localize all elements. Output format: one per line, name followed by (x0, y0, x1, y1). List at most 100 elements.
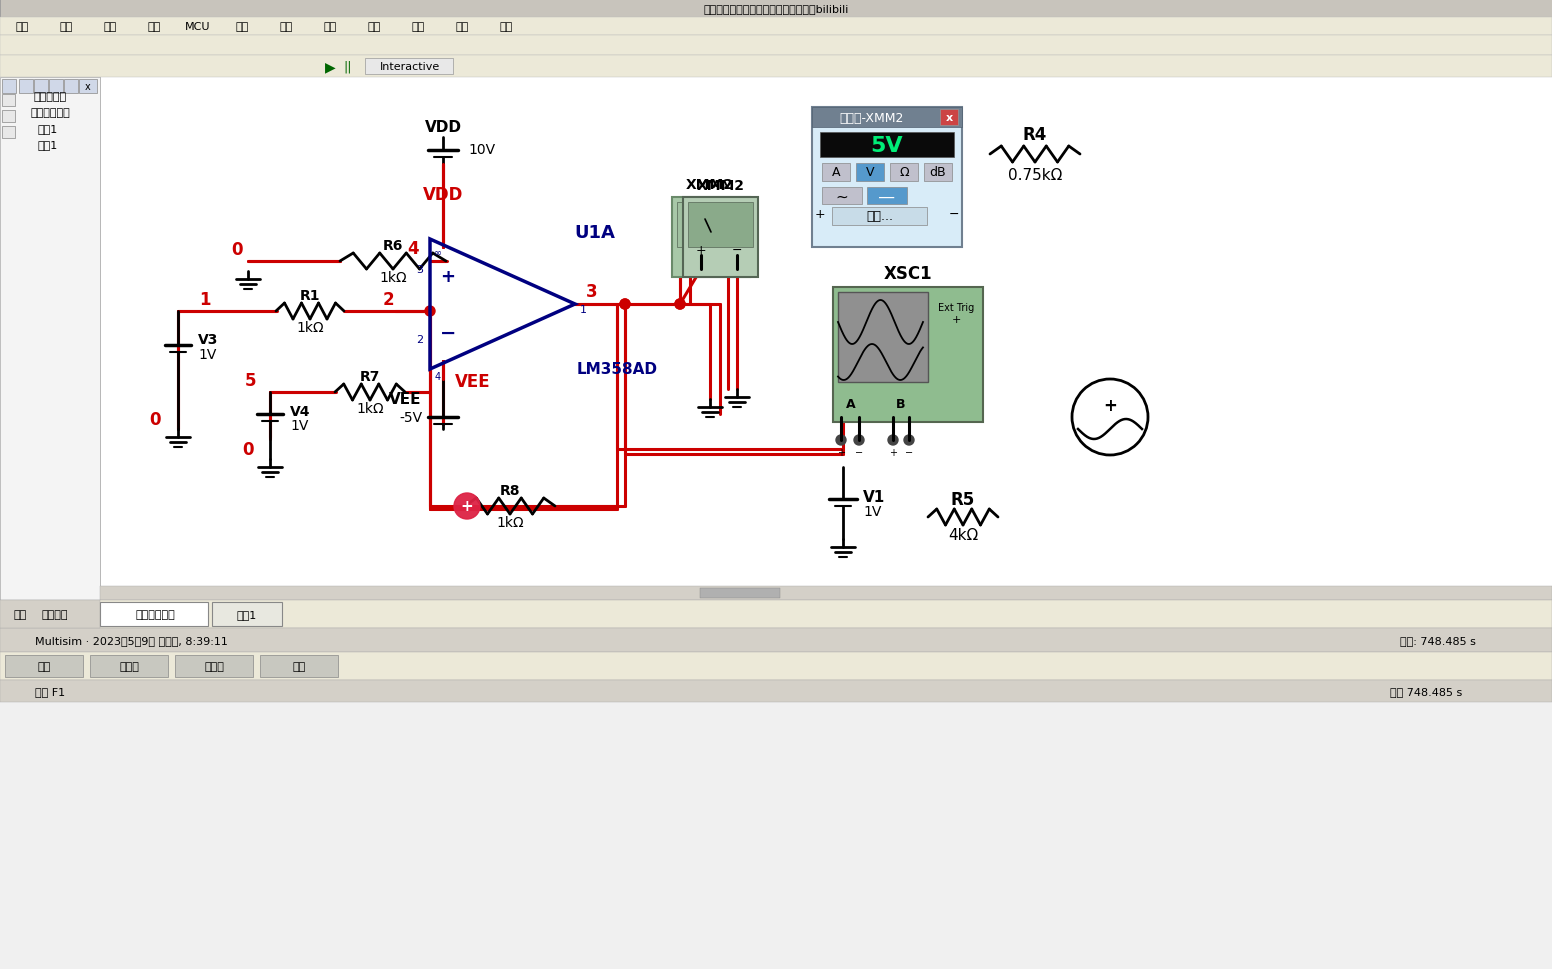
Text: R1: R1 (300, 289, 320, 302)
Text: ∞: ∞ (435, 248, 442, 258)
Text: 帮助: 帮助 (500, 22, 512, 32)
Text: VDD: VDD (422, 186, 462, 203)
Text: 0: 0 (149, 411, 161, 428)
Text: −: − (731, 243, 742, 256)
Text: 网络: 网络 (37, 661, 51, 672)
Bar (833, 288, 982, 422)
Text: ∼: ∼ (835, 189, 849, 204)
Text: 10V: 10V (469, 142, 495, 157)
Bar (64, 79, 78, 94)
Circle shape (723, 265, 733, 275)
Bar (0, 18, 1552, 36)
Bar (683, 198, 757, 278)
Text: 视图: 视图 (14, 610, 26, 619)
Text: −: − (439, 324, 456, 342)
Bar (889, 164, 917, 182)
Text: ―: ― (880, 189, 894, 204)
Text: 仿真: 仿真 (292, 661, 306, 672)
Text: 0: 0 (231, 240, 242, 259)
Text: 转移: 转移 (279, 22, 293, 32)
Text: 视图: 视图 (104, 22, 116, 32)
Text: 0: 0 (242, 441, 253, 458)
Text: 文件: 文件 (16, 22, 28, 32)
Text: 1V: 1V (290, 419, 309, 432)
Text: 放置: 放置 (147, 22, 160, 32)
Text: B: B (896, 398, 906, 411)
Text: A: A (832, 167, 840, 179)
Text: ||: || (343, 60, 352, 74)
Circle shape (425, 306, 435, 317)
Bar (0, 78, 99, 608)
Text: 相比例运放: 相比例运放 (34, 92, 67, 102)
Circle shape (455, 493, 480, 519)
Text: 3: 3 (587, 283, 598, 300)
Text: Multisim · 2023年5月9日 星期二, 8:39:11: Multisim · 2023年5月9日 星期二, 8:39:11 (36, 636, 228, 645)
Text: Ext Trig: Ext Trig (937, 302, 975, 313)
Text: LM358AD: LM358AD (576, 362, 658, 377)
Circle shape (854, 435, 864, 446)
Bar (832, 207, 927, 226)
Text: 项目视图: 项目视图 (42, 610, 68, 619)
Text: +: + (684, 243, 695, 256)
Text: XSC1: XSC1 (883, 265, 933, 283)
Bar (19, 79, 33, 94)
Text: dB: dB (930, 167, 947, 179)
Text: 1kΩ: 1kΩ (296, 321, 324, 334)
Text: x: x (945, 112, 953, 123)
Bar (0, 0, 1552, 18)
Bar (812, 108, 962, 248)
Text: +: + (441, 267, 455, 286)
Text: 反相比例运放: 反相比例运放 (135, 610, 175, 619)
Bar (5, 655, 82, 677)
Text: 1V: 1V (863, 505, 882, 518)
Text: 选项: 选项 (411, 22, 425, 32)
Text: 1kΩ: 1kΩ (379, 270, 407, 285)
Text: x: x (85, 82, 92, 92)
Text: 5V: 5V (871, 136, 903, 156)
Text: V3: V3 (199, 332, 219, 347)
Text: A: A (846, 398, 855, 411)
Text: VEE: VEE (455, 373, 490, 391)
Circle shape (903, 435, 914, 446)
Circle shape (733, 265, 742, 275)
Text: 编辑: 编辑 (59, 22, 73, 32)
Text: VEE: VEE (388, 392, 421, 407)
Bar (261, 655, 338, 677)
Bar (79, 79, 98, 94)
Text: R5: R5 (951, 490, 975, 509)
Bar (941, 109, 958, 126)
Text: 按投 F1: 按投 F1 (36, 686, 65, 697)
Bar (0, 601, 99, 628)
Text: V1: V1 (863, 490, 885, 505)
Text: 传递: 748.485 s: 传递: 748.485 s (1400, 636, 1476, 645)
Circle shape (837, 435, 846, 446)
Circle shape (695, 265, 706, 275)
Bar (50, 79, 64, 94)
Text: −: − (855, 448, 863, 457)
Bar (868, 188, 906, 204)
Text: −: − (948, 207, 959, 220)
Text: V: V (866, 167, 874, 179)
Bar (2, 95, 16, 107)
Bar (823, 188, 861, 204)
Bar (0, 628, 1552, 652)
Bar (688, 203, 753, 248)
Text: 3: 3 (416, 265, 424, 275)
Text: R6: R6 (383, 238, 404, 253)
Text: R7: R7 (360, 369, 380, 384)
Bar (2, 79, 16, 94)
Text: 4: 4 (407, 239, 419, 258)
Bar (819, 133, 954, 158)
Bar (0, 36, 1552, 56)
Bar (0, 601, 1552, 628)
Bar (2, 110, 16, 123)
Bar (838, 293, 928, 383)
Text: 窗口: 窗口 (455, 22, 469, 32)
Text: 意调度: 意调度 (203, 661, 223, 672)
Bar (812, 108, 962, 128)
Text: U1A: U1A (574, 224, 616, 241)
Text: +: + (837, 448, 844, 457)
Text: V4: V4 (290, 405, 310, 419)
Bar (213, 603, 282, 626)
Text: ▶: ▶ (324, 60, 335, 74)
